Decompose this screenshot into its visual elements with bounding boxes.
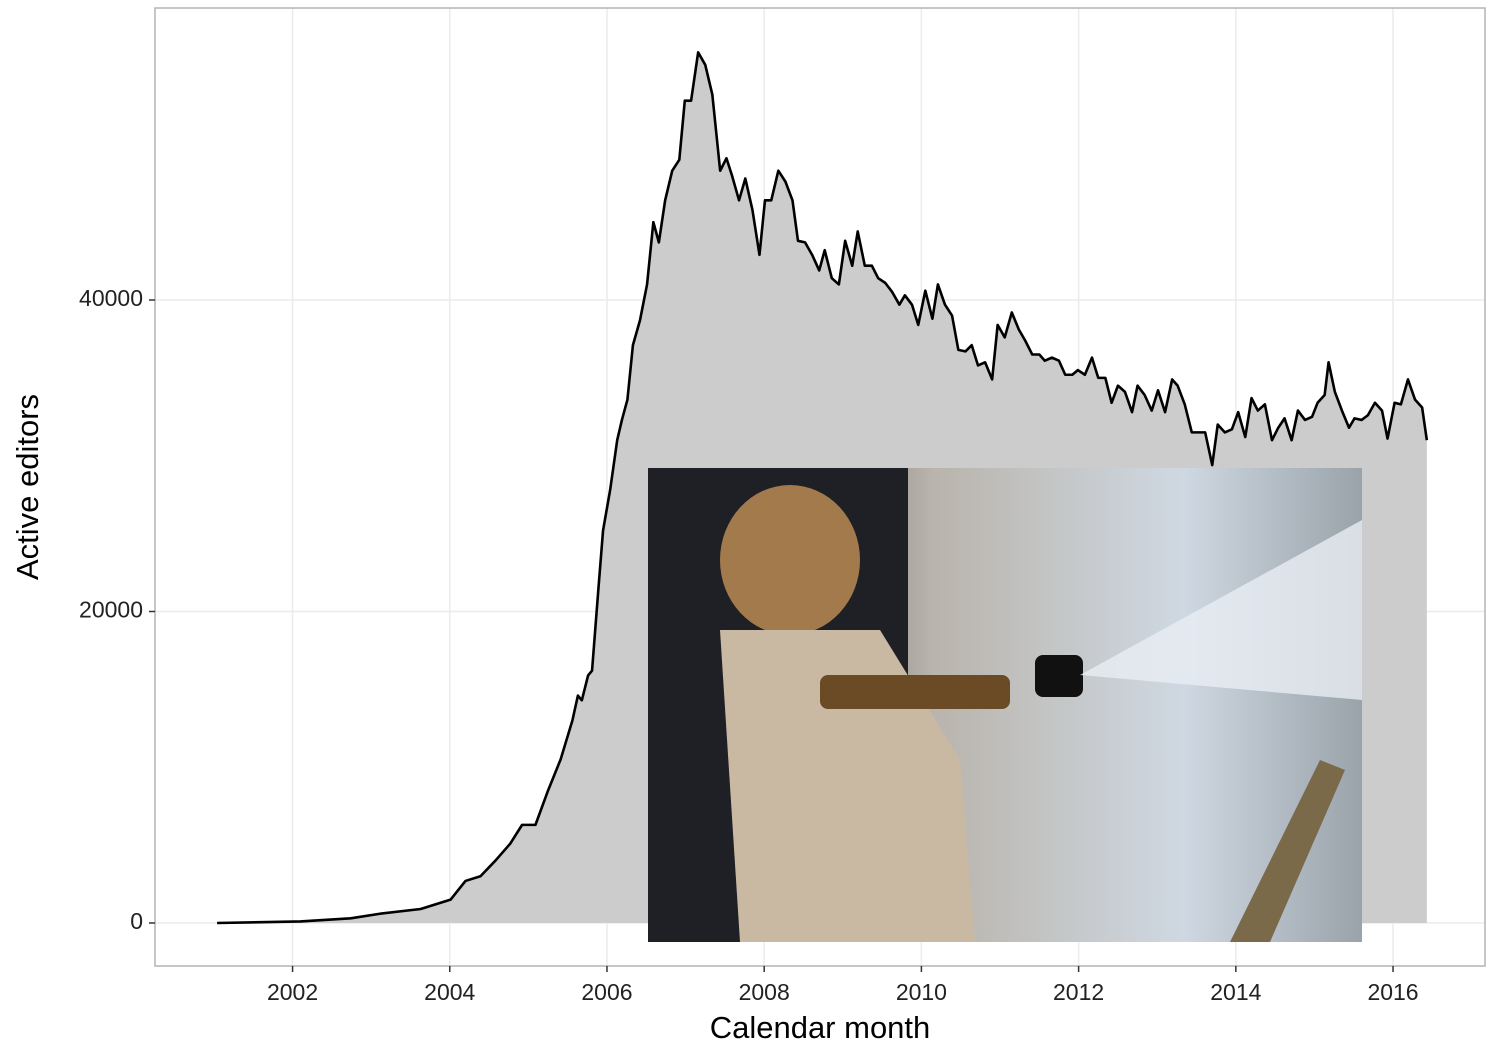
y-tick-label: 20000	[79, 597, 143, 623]
x-tick-label: 2006	[581, 979, 632, 1005]
x-tick-label: 2004	[424, 979, 475, 1005]
y-tick-label: 40000	[79, 285, 143, 311]
y-tick-label: 0	[130, 908, 143, 934]
x-tick-label: 2016	[1367, 979, 1418, 1005]
x-tick-label: 2010	[896, 979, 947, 1005]
line	[217, 51, 1429, 925]
x-tick-label: 2008	[739, 979, 790, 1005]
panel-border	[154, 7, 1486, 967]
x-tick-label: 2002	[267, 979, 318, 1005]
y-axis-title: Active editors	[10, 394, 45, 580]
x-tick-label: 2012	[1053, 979, 1104, 1005]
x-axis-title: Calendar month	[710, 1010, 931, 1045]
photo	[648, 468, 1362, 942]
x-tick-label: 2014	[1210, 979, 1261, 1005]
